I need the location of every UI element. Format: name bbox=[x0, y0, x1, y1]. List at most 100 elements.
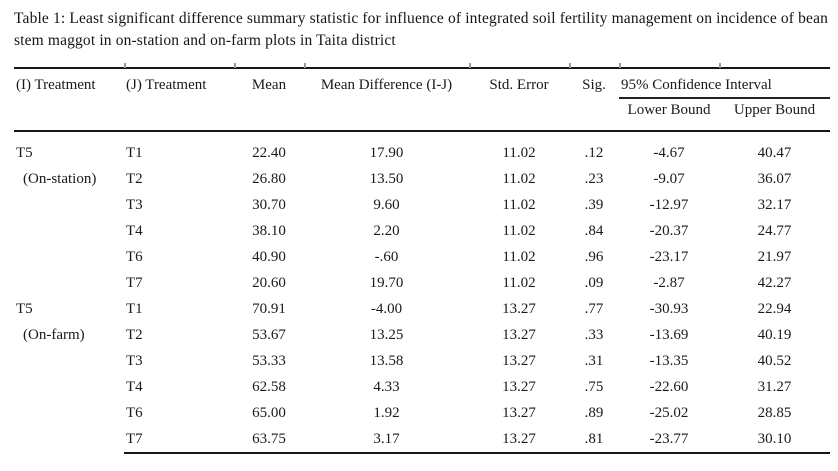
std-error-cell: 11.02 bbox=[502, 196, 536, 213]
lower-bound-cell: -25.02 bbox=[649, 404, 689, 421]
col-header-i-treatment: (I) Treatment bbox=[14, 67, 124, 132]
upper-bound-cell: 40.19 bbox=[757, 326, 792, 343]
lower-bound-cell: -2.87 bbox=[653, 274, 685, 291]
i-treatment-code: T5 bbox=[16, 145, 33, 161]
table-row: T7 63.75 3.17 13.27.81 -23.77 30.10 bbox=[14, 426, 830, 454]
lower-bound-cell: -12.97 bbox=[649, 196, 689, 213]
lower-bound-cell: -23.77 bbox=[619, 426, 719, 454]
i-treatment-location: (On-farm) bbox=[23, 327, 85, 343]
mean-cell: 40.90 bbox=[252, 248, 286, 265]
mean-cell: 53.67 bbox=[252, 326, 286, 343]
j-treatment-cell: T1 bbox=[126, 300, 143, 317]
table-wrap: (I) Treatment (J) Treatment Mean Mean Di… bbox=[14, 63, 830, 454]
lower-bound-cell: -30.93 bbox=[649, 300, 689, 317]
mean-cell: 38.10 bbox=[252, 222, 286, 239]
std-error-cell: 11.02 bbox=[502, 274, 536, 291]
sig-cell: .33 bbox=[584, 326, 604, 343]
upper-bound-cell: 24.77 bbox=[757, 222, 792, 239]
std-error-cell: 13.27 bbox=[502, 404, 536, 421]
j-treatment-cell: T7 bbox=[124, 426, 234, 454]
std-error-cell: 13.27 bbox=[469, 426, 569, 454]
sig-cell: .23 bbox=[584, 170, 604, 187]
table-caption: Table 1: Least significant difference su… bbox=[14, 10, 828, 49]
upper-bound-cell: 21.97 bbox=[757, 248, 792, 265]
upper-bound-cell: 22.94 bbox=[757, 300, 792, 317]
upper-bound-cell: 40.52 bbox=[757, 352, 792, 369]
std-error-cell: 13.27 bbox=[502, 326, 536, 343]
upper-bound-cell: 36.07 bbox=[757, 170, 792, 187]
mean-cell: 70.91 bbox=[252, 300, 286, 317]
mean-difference-cell: 13.25 bbox=[369, 326, 404, 343]
std-error-cell: 11.02 bbox=[502, 222, 536, 239]
i-treatment-code: T5 bbox=[16, 301, 33, 317]
upper-bound-cell: 28.85 bbox=[757, 404, 792, 421]
lower-bound-cell: -9.07 bbox=[653, 170, 685, 187]
j-treatment-cell: T2 bbox=[126, 170, 143, 187]
table-row: T4 38.10 2.20 11.02 .84 -20.37 24.77 bbox=[14, 218, 830, 244]
j-treatment-cell: T2 bbox=[126, 326, 143, 343]
j-treatment-cell: T6 bbox=[126, 404, 143, 421]
std-error-cell: 13.27 bbox=[502, 378, 536, 395]
table-row: T3 53.33 13.58 13.27 .31 -13.35 40.52 bbox=[14, 348, 830, 374]
col-header-lower-bound: Lower Bound bbox=[619, 98, 719, 132]
lower-bound-cell: -4.67 bbox=[653, 144, 685, 161]
j-treatment-cell: T4 bbox=[126, 378, 143, 395]
lower-bound-cell: -13.35 bbox=[649, 352, 689, 369]
col-header-upper-bound: Upper Bound bbox=[719, 98, 830, 132]
table-row: T3 30.70 9.60 11.02 .39 -12.97 32.17 bbox=[14, 192, 830, 218]
sig-cell: .96 bbox=[584, 248, 604, 265]
i-treatment-location: (On-station) bbox=[23, 171, 97, 187]
sig-cell: .75 bbox=[584, 378, 604, 395]
table-body: T5 (On-station) T1 22.40 17.90 11.02 .12 -4.67 4… bbox=[14, 131, 830, 454]
j-treatment-cell: T3 bbox=[126, 352, 143, 369]
mean-difference-cell: -.60 bbox=[374, 248, 399, 265]
sig-cell: .31 bbox=[584, 352, 604, 369]
mean-difference-cell: 13.50 bbox=[369, 170, 404, 187]
header-row-1: (I) Treatment (J) Treatment Mean Mean Di… bbox=[14, 67, 830, 132]
std-error-cell: 13.27 bbox=[502, 300, 536, 317]
i-treatment-cell: T5 (On-farm) bbox=[14, 296, 124, 453]
table-row: T4 62.58 4.33 13.27 .75 -22.60 31.27 bbox=[14, 374, 830, 400]
sig-cell: .39 bbox=[584, 196, 604, 213]
table-header: (I) Treatment (J) Treatment Mean Mean Di… bbox=[14, 67, 830, 132]
col-header-confidence-interval: 95% Confidence Interval bbox=[619, 67, 830, 99]
mean-cell: 20.60 bbox=[252, 274, 286, 291]
header-row-2: Lower Bound Upper Bound bbox=[14, 98, 830, 132]
table-row: T2 53.67 13.25 13.27 .33 -13.69 40.19 bbox=[14, 322, 830, 348]
mean-difference-cell: 17.90 bbox=[369, 144, 404, 161]
mean-cell: 53.33 bbox=[252, 352, 286, 369]
sig-cell: .77 bbox=[584, 300, 604, 317]
table-row: T6 40.90 -.60 11.02 .96 -23.17 21.97 bbox=[14, 244, 830, 270]
mean-difference-cell: 1.92 bbox=[373, 404, 400, 421]
mean-difference-cell: 9.60 bbox=[373, 196, 400, 213]
upper-bound-cell: 30.10 bbox=[719, 426, 830, 454]
col-header-std-error: Std. Error bbox=[469, 67, 569, 132]
j-treatment-cell: T7 bbox=[126, 274, 143, 291]
mean-cell: 26.80 bbox=[252, 170, 286, 187]
mean-cell: 65.00 bbox=[252, 404, 286, 421]
j-treatment-cell: T1 bbox=[126, 144, 143, 161]
std-error-cell: 11.02 bbox=[502, 144, 536, 161]
mean-cell: 22.40 bbox=[252, 144, 286, 161]
std-error-cell: 13.27 bbox=[502, 352, 536, 369]
mean-cell: 30.70 bbox=[252, 196, 286, 213]
std-error-cell: 11.02 bbox=[502, 170, 536, 187]
lower-bound-cell: -23.17 bbox=[649, 248, 689, 265]
mean-difference-cell: -4.00 bbox=[370, 300, 403, 317]
std-error-cell: 11.02 bbox=[502, 248, 536, 265]
j-treatment-cell: T6 bbox=[126, 248, 143, 265]
j-treatment-cell: T3 bbox=[126, 196, 143, 213]
upper-bound-cell: 32.17 bbox=[757, 196, 792, 213]
table-row: T5 (On-station) T1 22.40 17.90 11.02 .12 -4.67 4… bbox=[14, 131, 830, 188]
mean-cell: 62.58 bbox=[252, 378, 286, 395]
mean-difference-cell: 13.58 bbox=[369, 352, 404, 369]
table-row: T7 20.60 19.70 11.02 .09 -2.87 42.27 bbox=[14, 270, 830, 296]
upper-bound-cell: 31.27 bbox=[757, 378, 792, 395]
table-row: T5 (On-farm) T1 70.91 -4.00 13.27 .77 -30.93 22.… bbox=[14, 296, 830, 344]
lsd-summary-table: (I) Treatment (J) Treatment Mean Mean Di… bbox=[14, 67, 830, 454]
mean-difference-cell: 19.70 bbox=[369, 274, 404, 291]
mean-difference-cell: 3.17 bbox=[304, 426, 469, 454]
col-header-mean-difference: Mean Difference (I-J) bbox=[304, 67, 469, 132]
i-treatment-cell: T5 (On-station) bbox=[14, 131, 124, 296]
col-header-sig: Sig. bbox=[569, 67, 619, 132]
